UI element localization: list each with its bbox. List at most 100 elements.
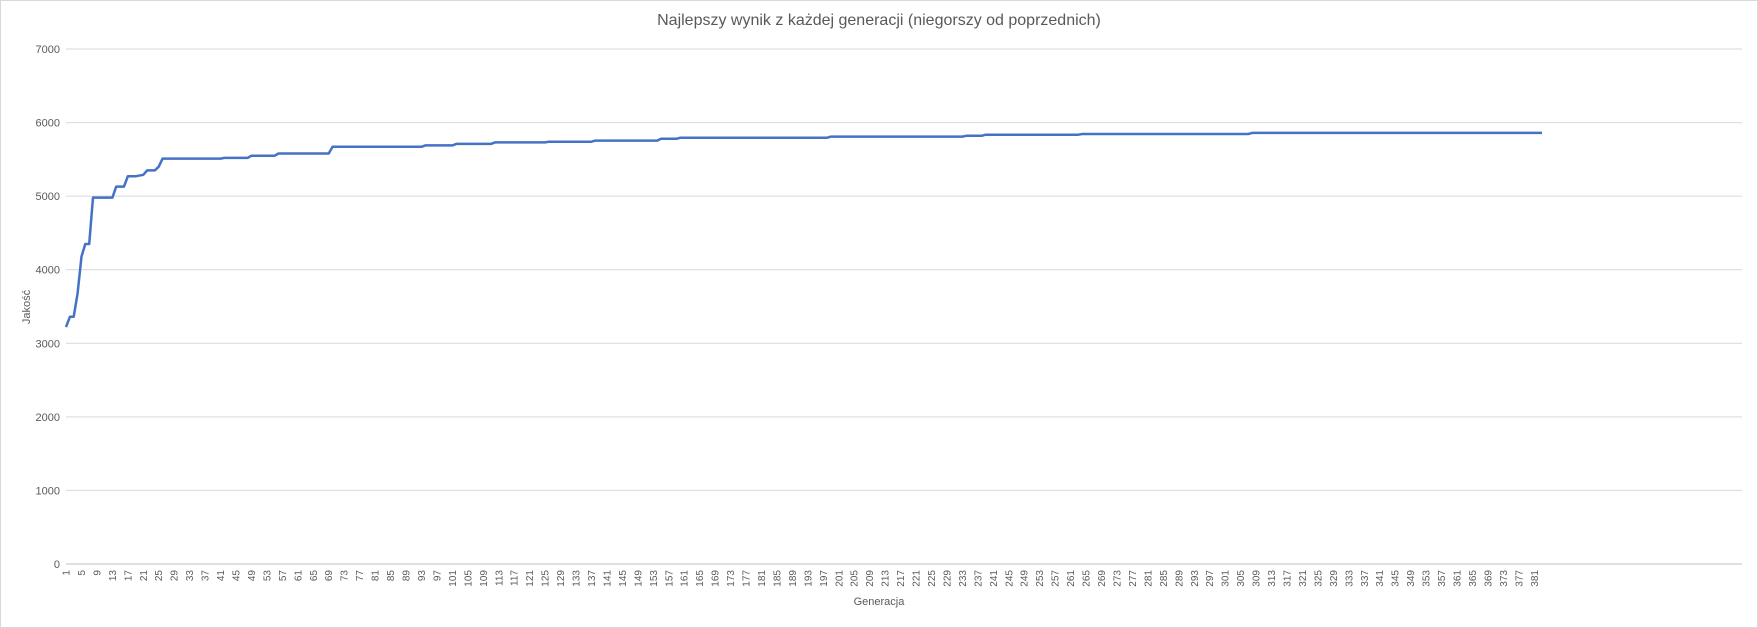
- x-tick-label: 273: [1113, 570, 1124, 587]
- x-tick-label: 129: [556, 570, 567, 587]
- x-tick-label: 45: [232, 570, 243, 582]
- x-tick-label: 73: [340, 570, 351, 582]
- x-tick-label: 13: [108, 570, 119, 582]
- x-axis-title: Generacja: [853, 596, 905, 608]
- x-tick-label: 121: [525, 570, 536, 587]
- x-tick-label: 185: [773, 570, 784, 587]
- x-tick-label: 249: [1020, 570, 1031, 587]
- x-tick-label: 169: [711, 570, 722, 587]
- x-tick-label: 301: [1221, 570, 1232, 587]
- x-tick-label: 89: [402, 570, 413, 582]
- x-tick-label: 165: [695, 570, 706, 587]
- x-tick-label: 21: [139, 570, 150, 582]
- x-tick-label: 181: [757, 570, 768, 587]
- x-tick-labels: 1 5 9 13 17 21 25 29 33 37 41 45 49 53 57 61 65 69 73 77 81 8…: [62, 570, 1541, 587]
- x-tick-label: 265: [1082, 570, 1093, 587]
- x-tick-label: 41: [216, 570, 227, 582]
- x-tick-label: 241: [989, 570, 1000, 587]
- x-tick-label: 289: [1174, 570, 1185, 587]
- x-tick-label: 225: [927, 570, 938, 587]
- x-tick-label: 349: [1406, 570, 1417, 587]
- x-tick-label: 329: [1329, 570, 1340, 587]
- y-tick-label: 4000: [36, 265, 60, 277]
- x-tick-label: 141: [602, 570, 613, 587]
- x-tick-label: 217: [896, 570, 907, 587]
- x-tick-label: 213: [881, 570, 892, 587]
- x-tick-label: 333: [1344, 570, 1355, 587]
- x-tick-label: 109: [479, 570, 490, 587]
- x-tick-label: 77: [355, 570, 366, 582]
- x-tick-label: 253: [1035, 570, 1046, 587]
- x-tick-label: 229: [943, 570, 954, 587]
- x-tick-label: 377: [1514, 570, 1525, 587]
- x-tick-label: 157: [664, 570, 675, 587]
- x-tick-label: 317: [1283, 570, 1294, 587]
- x-tick-label: 17: [123, 570, 134, 582]
- x-tick-label: 145: [618, 570, 629, 587]
- x-tick-label: 9: [92, 570, 103, 576]
- x-tick-label: 257: [1051, 570, 1062, 587]
- x-tick-label: 237: [973, 570, 984, 587]
- x-tick-label: 341: [1375, 570, 1386, 587]
- y-tick-label: 0: [54, 559, 60, 571]
- x-tick-label: 365: [1468, 570, 1479, 587]
- x-tick-label: 305: [1236, 570, 1247, 587]
- x-tick-label: 373: [1499, 570, 1510, 587]
- x-tick-label: 337: [1360, 570, 1371, 587]
- x-tick-label: 361: [1453, 570, 1464, 587]
- x-tick-label: 269: [1097, 570, 1108, 587]
- x-tick-label: 69: [324, 570, 335, 582]
- x-tick-label: 193: [803, 570, 814, 587]
- y-tick-label: 6000: [36, 118, 60, 130]
- x-tick-label: 297: [1205, 570, 1216, 587]
- x-tick-label: 61: [293, 570, 304, 582]
- y-tick-label: 3000: [36, 338, 60, 350]
- x-tick-label: 285: [1159, 570, 1170, 587]
- x-tick-label: 57: [278, 570, 289, 582]
- x-tick-label: 293: [1190, 570, 1201, 587]
- x-tick-label: 53: [262, 570, 273, 582]
- series-line: [64, 131, 1542, 328]
- x-tick-label: 105: [463, 570, 474, 587]
- x-tick-label: 357: [1437, 570, 1448, 587]
- x-tick-label: 37: [201, 570, 212, 582]
- x-tick-label: 261: [1066, 570, 1077, 587]
- y-tick-label: 2000: [36, 412, 60, 424]
- x-tick-label: 189: [788, 570, 799, 587]
- x-tick-label: 153: [649, 570, 660, 587]
- x-tick-label: 281: [1143, 570, 1154, 587]
- x-tick-label: 309: [1252, 570, 1263, 587]
- y-tick-label: 7000: [36, 44, 60, 56]
- x-tick-label: 313: [1267, 570, 1278, 587]
- x-tick-label: 65: [309, 570, 320, 582]
- x-tick-label: 245: [1004, 570, 1015, 587]
- y-tick-labels: 0 1000 2000 3000 4000 5000 6000 7000: [36, 44, 60, 571]
- x-tick-label: 325: [1313, 570, 1324, 587]
- x-tick-label: 125: [541, 570, 552, 587]
- x-tick-label: 101: [448, 570, 459, 587]
- y-tick-label: 1000: [36, 485, 60, 497]
- x-tick-label: 205: [850, 570, 861, 587]
- x-tick-label: 233: [958, 570, 969, 587]
- x-tick-label: 197: [819, 570, 830, 587]
- x-tick-label: 201: [834, 570, 845, 587]
- x-tick-label: 25: [154, 570, 165, 582]
- x-tick-label: 173: [726, 570, 737, 587]
- x-tick-label: 1: [62, 570, 73, 576]
- x-tick-label: 33: [185, 570, 196, 582]
- x-tick-label: 81: [371, 570, 382, 582]
- x-tick-label: 345: [1391, 570, 1402, 587]
- x-tick-label: 85: [386, 570, 397, 582]
- x-tick-label: 209: [865, 570, 876, 587]
- x-tick-label: 149: [633, 570, 644, 587]
- x-tick-label: 117: [510, 570, 521, 586]
- x-tick-label: 353: [1422, 570, 1433, 587]
- x-tick-label: 29: [170, 570, 181, 582]
- gridlines: [66, 48, 1742, 565]
- x-tick-label: 137: [587, 570, 598, 587]
- x-tick-label: 97: [432, 570, 443, 582]
- x-tick-label: 161: [680, 570, 691, 587]
- x-tick-label: 93: [417, 570, 428, 582]
